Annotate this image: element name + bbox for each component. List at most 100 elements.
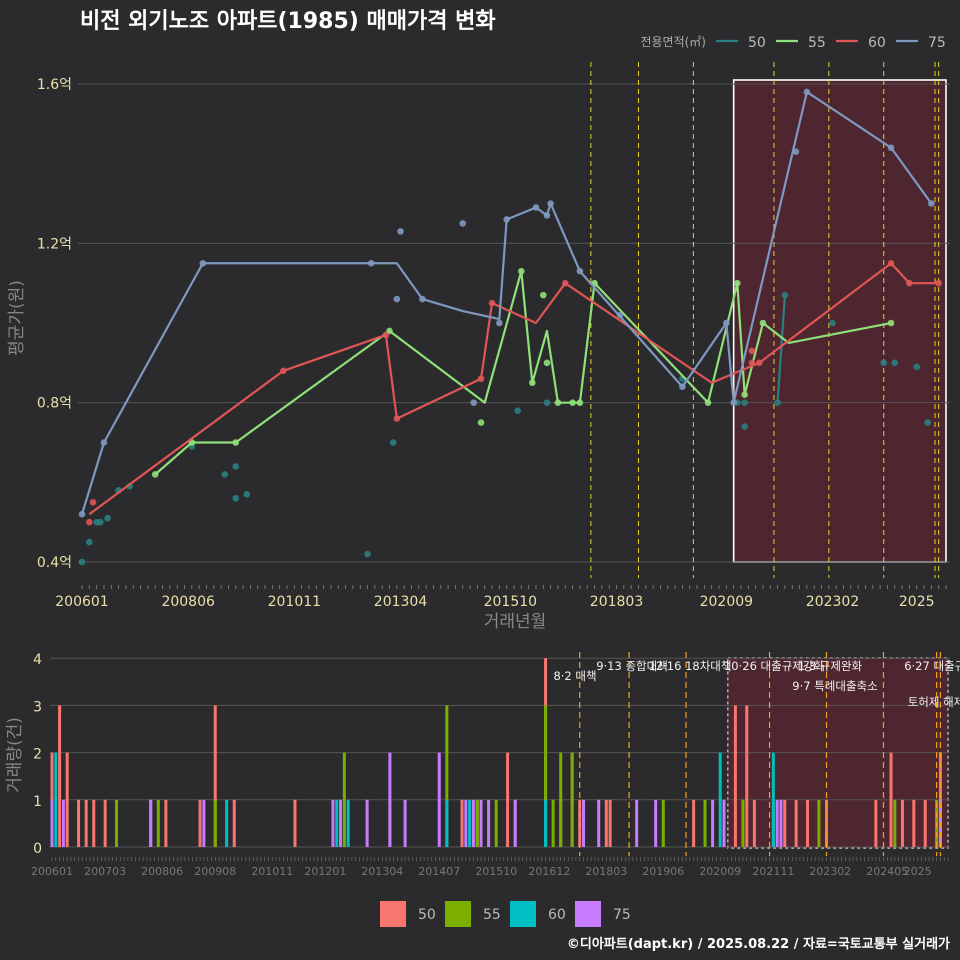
volume-bar-55: [703, 799, 707, 847]
volume-bar-50: [794, 799, 798, 847]
volume-bar-75: [202, 799, 206, 847]
series-line-55: [154, 270, 892, 476]
policy-event-label: 9·13 종합대책: [596, 659, 668, 673]
bar-x-tick-label: 200806: [141, 865, 183, 878]
data-point-60: [755, 359, 763, 367]
data-point-60: [89, 498, 97, 506]
volume-bar-75: [635, 799, 639, 847]
data-point-60: [382, 331, 390, 339]
data-point-50: [891, 359, 899, 367]
data-point-55: [151, 471, 159, 478]
x-tick-label: 201510: [484, 594, 537, 610]
volume-bar-60: [346, 799, 350, 847]
bar-x-tick-label: 2025: [904, 865, 932, 878]
data-point-50: [221, 471, 229, 478]
data-point-55: [576, 399, 584, 406]
volume-bar-50: [874, 799, 878, 847]
data-point-75: [547, 200, 554, 207]
data-point-60: [906, 279, 913, 287]
volume-bar-75: [654, 799, 658, 847]
volume-bar-60: [225, 799, 229, 847]
volume-bar-60: [468, 799, 472, 847]
volume-bar-50: [84, 799, 88, 847]
data-point-60: [280, 367, 287, 375]
data-point-50: [514, 407, 521, 414]
x-tick-label: 200601: [55, 594, 108, 610]
bar-y-tick-label: 0: [33, 841, 42, 857]
bar-legend-swatch-60: [510, 901, 536, 927]
policy-event-label: 토허제 해제: [908, 695, 960, 709]
x-tick-label: 201803: [590, 594, 643, 610]
volume-bar-55: [213, 799, 217, 847]
volume-bar-50: [77, 799, 81, 847]
data-point-55: [759, 319, 767, 327]
data-point-55: [539, 291, 547, 299]
volume-bar-55: [445, 705, 449, 847]
legend-label-55: 55: [808, 35, 826, 51]
bar-x-tick-label: 201201: [304, 865, 346, 878]
volume-bar-75: [331, 799, 335, 847]
volume-bar-60: [771, 752, 775, 847]
data-point-50: [924, 419, 931, 426]
volume-bar-75: [365, 799, 369, 847]
data-point-75: [393, 295, 401, 303]
volume-bar-75: [775, 799, 779, 847]
data-point-75: [887, 144, 895, 152]
chart-title: 비전 외기노조 아파트(1985) 매매가격 변화: [80, 9, 496, 34]
data-point-75: [78, 510, 86, 518]
volume-bar-50: [198, 799, 202, 847]
volume-bar-75: [339, 799, 343, 847]
data-point-50: [243, 490, 251, 498]
volume-bar-50: [164, 799, 168, 847]
policy-event-label: 10·26 대출규제강화: [724, 659, 824, 673]
volume-bar-75: [388, 752, 392, 847]
data-point-50: [741, 423, 748, 430]
bar-legend-label-60: 60: [548, 907, 566, 923]
data-point-50: [543, 399, 551, 406]
data-point-50: [913, 363, 921, 371]
data-point-75: [803, 88, 811, 96]
data-point-55: [529, 379, 536, 387]
volume-bar-75: [513, 799, 517, 847]
data-point-50: [232, 494, 240, 502]
x-tick-label: 200806: [161, 594, 215, 610]
volume-bar-75: [487, 799, 491, 847]
volume-bar-60: [544, 799, 548, 847]
legend-title: 전용면적(㎡): [640, 35, 706, 49]
data-point-60: [748, 359, 756, 367]
data-point-50: [781, 291, 789, 299]
volume-bar-50: [745, 705, 749, 847]
bar-x-tick-label: 202009: [699, 865, 741, 878]
x-tick-label: 2025: [899, 594, 935, 610]
bar-x-tick-label: 201304: [361, 865, 403, 878]
data-point-75: [928, 200, 935, 207]
data-point-55: [477, 419, 485, 426]
data-point-50: [389, 439, 397, 446]
volume-bar-55: [741, 799, 745, 847]
price-line-panel: 0.4억 0.8억 1.2억 1.6억 200601 200806 201011 201304…: [7, 35, 950, 632]
x-tick-label: 201304: [374, 594, 428, 610]
volume-bar-75: [711, 799, 715, 847]
footer-credit: ©디아파트(dapt.kr) / 2025.08.22 / 자료=국토교통부 실…: [567, 936, 950, 952]
data-point-50: [880, 359, 888, 367]
volume-bar-50: [92, 799, 96, 847]
data-point-50: [104, 514, 111, 522]
bar-y-tick-label: 2: [33, 747, 42, 763]
data-point-60: [488, 299, 496, 307]
data-point-50: [829, 319, 836, 327]
volume-bar-55: [551, 799, 555, 847]
volume-bar-75: [464, 799, 468, 847]
series-line-50: [776, 295, 787, 403]
x-tick-label: 202302: [806, 594, 859, 610]
y-axis-label: 평균가(원): [7, 280, 27, 356]
bar-legend-swatch-75: [575, 901, 601, 927]
volume-bar-50: [293, 799, 297, 847]
policy-event-label: 8·2 대책: [553, 669, 596, 683]
volume-bar-50: [608, 799, 612, 847]
bar-x-tick-label: 201011: [251, 865, 293, 878]
volume-bar-55: [570, 752, 574, 847]
volume-bar-75: [479, 799, 483, 847]
policy-event-label: 6·27 대출규제: [904, 659, 960, 673]
data-point-60: [935, 279, 942, 287]
volume-bar-60: [445, 799, 449, 847]
